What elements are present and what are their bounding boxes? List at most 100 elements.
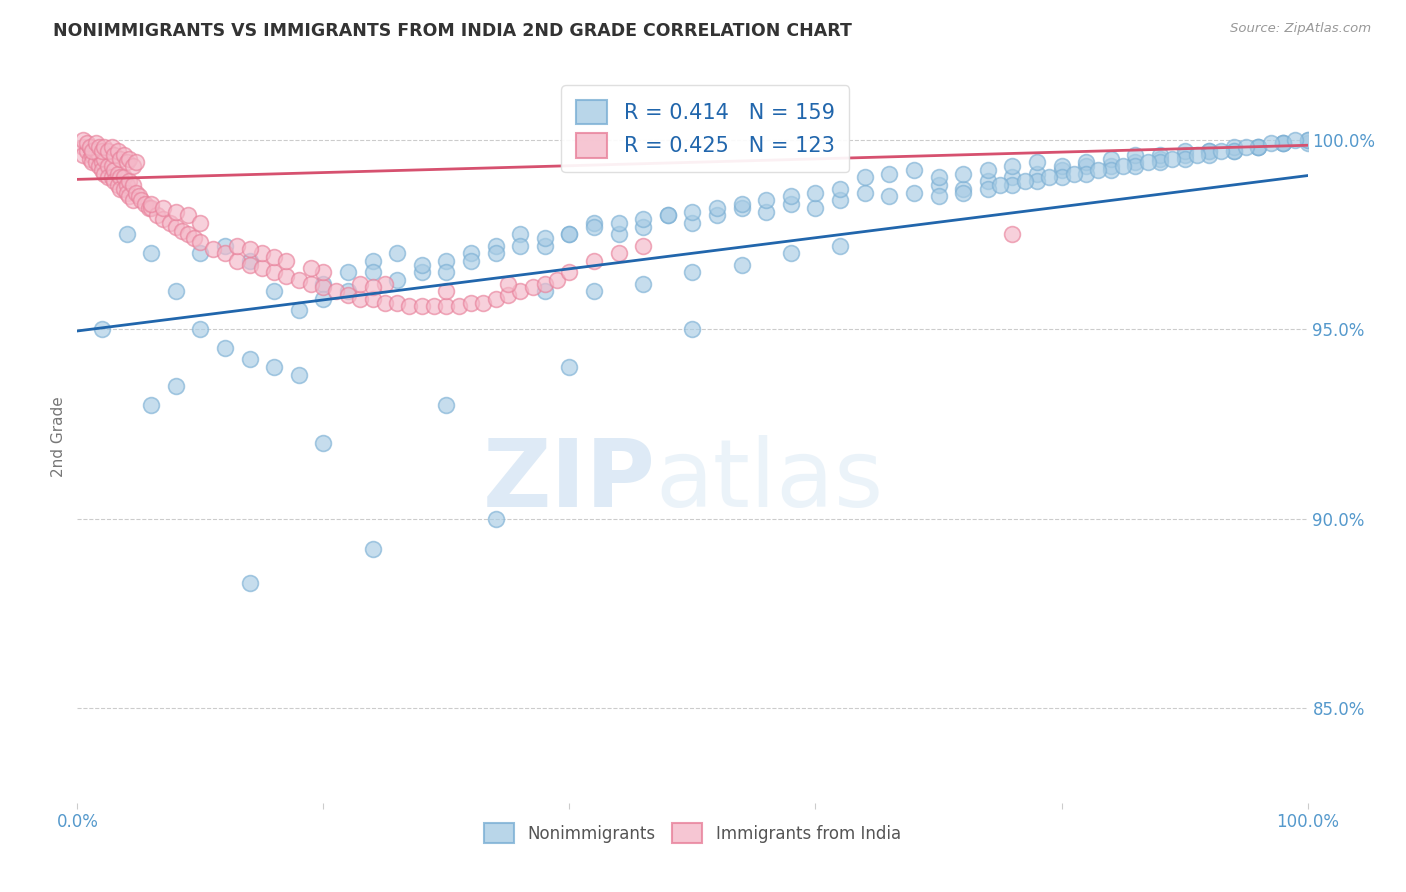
Point bbox=[337, 288, 360, 302]
Point bbox=[1050, 159, 1073, 173]
Point bbox=[657, 208, 679, 222]
Point bbox=[112, 170, 135, 185]
Point bbox=[188, 246, 212, 260]
Point bbox=[112, 147, 135, 161]
Text: atlas: atlas bbox=[655, 435, 884, 527]
Point bbox=[125, 155, 148, 169]
Point bbox=[1099, 162, 1122, 177]
Point bbox=[928, 178, 950, 192]
Point bbox=[1247, 140, 1270, 154]
Point bbox=[534, 277, 557, 291]
Point bbox=[436, 299, 458, 313]
Point bbox=[977, 162, 1000, 177]
Point bbox=[633, 238, 655, 252]
Point bbox=[546, 273, 568, 287]
Point bbox=[263, 250, 285, 264]
Point bbox=[361, 292, 384, 306]
Point bbox=[830, 193, 852, 207]
Point bbox=[188, 235, 212, 249]
Point bbox=[337, 284, 360, 298]
Point bbox=[170, 223, 193, 237]
Point bbox=[141, 197, 163, 211]
Point bbox=[385, 295, 409, 310]
Point bbox=[706, 201, 728, 215]
Point bbox=[93, 140, 115, 154]
Point bbox=[558, 227, 581, 242]
Point bbox=[226, 238, 249, 252]
Point bbox=[107, 167, 129, 181]
Point bbox=[101, 140, 124, 154]
Point bbox=[485, 238, 508, 252]
Point bbox=[121, 159, 143, 173]
Point bbox=[1174, 147, 1197, 161]
Point bbox=[436, 253, 458, 268]
Point bbox=[558, 359, 581, 374]
Point bbox=[165, 204, 187, 219]
Point bbox=[226, 253, 249, 268]
Point bbox=[879, 167, 901, 181]
Point bbox=[607, 246, 630, 260]
Point bbox=[214, 246, 236, 260]
Point bbox=[1234, 140, 1257, 154]
Point bbox=[853, 186, 876, 200]
Point bbox=[952, 186, 974, 200]
Point bbox=[214, 238, 236, 252]
Point bbox=[509, 227, 531, 242]
Point bbox=[312, 277, 335, 291]
Point bbox=[411, 299, 433, 313]
Point bbox=[1223, 144, 1246, 158]
Point bbox=[1026, 155, 1049, 169]
Point bbox=[337, 265, 360, 279]
Text: ZIP: ZIP bbox=[482, 435, 655, 527]
Point bbox=[633, 212, 655, 227]
Point bbox=[239, 352, 262, 367]
Point bbox=[1247, 140, 1270, 154]
Point bbox=[263, 359, 285, 374]
Point bbox=[349, 277, 371, 291]
Point bbox=[830, 182, 852, 196]
Point bbox=[853, 170, 876, 185]
Point bbox=[107, 178, 129, 192]
Point bbox=[374, 295, 396, 310]
Point bbox=[115, 227, 138, 242]
Point bbox=[165, 284, 187, 298]
Point bbox=[1198, 144, 1220, 158]
Point bbox=[682, 322, 704, 336]
Point bbox=[731, 201, 754, 215]
Point bbox=[903, 186, 925, 200]
Point bbox=[299, 277, 322, 291]
Point bbox=[84, 144, 107, 158]
Point bbox=[263, 265, 285, 279]
Point bbox=[607, 227, 630, 242]
Point bbox=[93, 167, 115, 181]
Point bbox=[138, 201, 160, 215]
Point bbox=[79, 140, 101, 154]
Point bbox=[1026, 174, 1049, 188]
Point bbox=[312, 435, 335, 450]
Point bbox=[607, 216, 630, 230]
Point bbox=[110, 182, 132, 196]
Point bbox=[460, 246, 482, 260]
Point bbox=[128, 189, 150, 203]
Point bbox=[1076, 155, 1098, 169]
Point bbox=[276, 268, 298, 283]
Y-axis label: 2nd Grade: 2nd Grade bbox=[51, 397, 66, 477]
Point bbox=[952, 182, 974, 196]
Point bbox=[201, 243, 224, 257]
Point bbox=[755, 193, 778, 207]
Point bbox=[780, 189, 803, 203]
Point bbox=[1026, 167, 1049, 181]
Point bbox=[1076, 159, 1098, 173]
Point bbox=[436, 284, 458, 298]
Point bbox=[134, 197, 156, 211]
Point bbox=[1296, 132, 1319, 146]
Point bbox=[1001, 170, 1024, 185]
Point bbox=[411, 258, 433, 272]
Point bbox=[436, 398, 458, 412]
Point bbox=[76, 144, 98, 158]
Point bbox=[1161, 152, 1184, 166]
Point bbox=[988, 178, 1011, 192]
Point bbox=[214, 341, 236, 355]
Point bbox=[1099, 159, 1122, 173]
Point bbox=[485, 511, 508, 525]
